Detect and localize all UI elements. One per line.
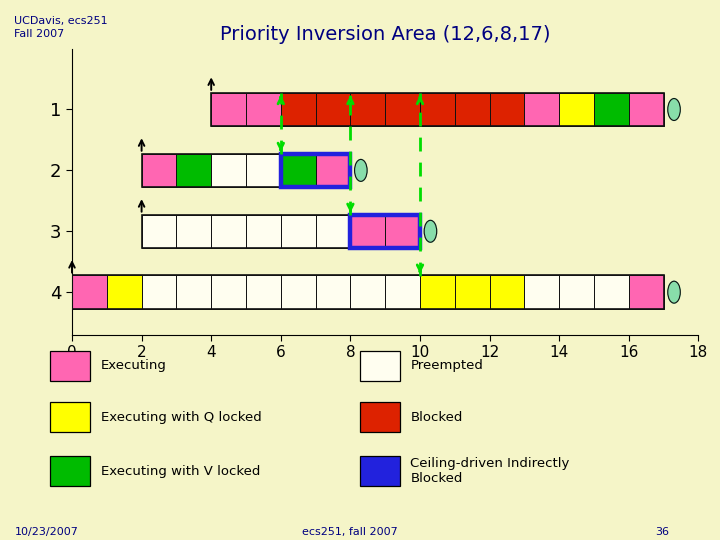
Bar [455, 93, 490, 126]
Bar [559, 93, 594, 126]
Bar [142, 214, 176, 248]
Bar [246, 154, 281, 187]
Bar [211, 214, 246, 248]
Bar [315, 154, 351, 187]
Text: Executing: Executing [101, 359, 166, 373]
Bar [490, 93, 524, 126]
Circle shape [667, 281, 680, 303]
Bar [315, 275, 351, 309]
Bar [385, 214, 420, 248]
Text: Ceiling-driven Indirectly
Blocked: Ceiling-driven Indirectly Blocked [410, 457, 570, 485]
Bar [455, 275, 490, 309]
Text: Preempted: Preempted [410, 359, 483, 373]
Text: Executing with V locked: Executing with V locked [101, 464, 260, 478]
Text: UCDavis, ecs251
Fall 2007: UCDavis, ecs251 Fall 2007 [14, 16, 108, 39]
Bar [420, 275, 455, 309]
Bar [490, 275, 524, 309]
Bar [351, 214, 385, 248]
Bar [524, 93, 559, 126]
Bar [629, 93, 664, 126]
Bar [281, 275, 315, 309]
Bar [385, 93, 420, 126]
Bar [281, 93, 315, 126]
Bar [176, 214, 211, 248]
Bar [142, 154, 176, 187]
Bar [315, 93, 351, 126]
Circle shape [667, 98, 680, 120]
Bar [72, 275, 664, 309]
Bar [281, 214, 315, 248]
Bar [385, 275, 420, 309]
Bar [594, 275, 629, 309]
Text: 10/23/2007: 10/23/2007 [14, 526, 78, 537]
Bar [246, 275, 281, 309]
Bar [524, 275, 559, 309]
Title: Priority Inversion Area (12,6,8,17): Priority Inversion Area (12,6,8,17) [220, 25, 551, 44]
Bar [176, 275, 211, 309]
Text: 36: 36 [655, 526, 669, 537]
Circle shape [354, 159, 367, 181]
Bar [281, 154, 351, 187]
Bar [211, 154, 246, 187]
Bar [559, 275, 594, 309]
Circle shape [424, 220, 437, 242]
Bar [351, 275, 385, 309]
Bar [246, 214, 281, 248]
Bar [107, 275, 142, 309]
Bar [420, 93, 455, 126]
Bar [629, 275, 664, 309]
Bar [246, 93, 281, 126]
Bar [315, 214, 351, 248]
Bar [281, 154, 315, 187]
Bar [211, 93, 664, 126]
Bar [351, 214, 420, 248]
Bar [211, 93, 246, 126]
Bar [142, 154, 351, 187]
Bar [211, 275, 246, 309]
Bar [142, 275, 176, 309]
Bar [142, 214, 420, 248]
Bar [351, 93, 385, 126]
Text: Executing with Q locked: Executing with Q locked [101, 410, 261, 424]
Bar [72, 275, 107, 309]
Bar [594, 93, 629, 126]
Text: Blocked: Blocked [410, 410, 463, 424]
Text: ecs251, fall 2007: ecs251, fall 2007 [302, 526, 398, 537]
Bar [176, 154, 211, 187]
